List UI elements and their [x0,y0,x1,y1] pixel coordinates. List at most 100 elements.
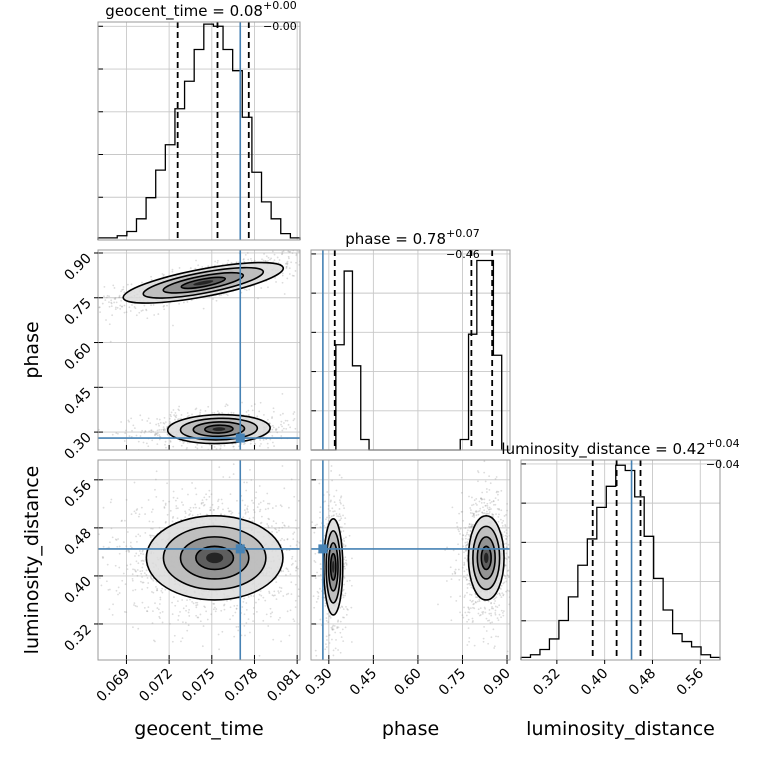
scatter-point [268,592,271,594]
scatter-point [292,618,295,621]
scatter-point [338,474,341,476]
scatter-point [274,594,276,597]
scatter-point [340,496,342,499]
scatter-point [115,589,118,592]
scatter-point [169,439,172,442]
scatter-point [85,569,87,571]
scatter-point [346,608,349,610]
scatter-point [186,412,189,414]
scatter-point [126,283,129,286]
scatter-point [315,555,317,557]
scatter-point [271,507,274,509]
scatter-point [505,580,508,583]
scatter-point [171,601,173,604]
scatter-point [234,611,237,614]
scatter-point [494,613,497,616]
scatter-point [98,306,101,309]
scatter-point [242,516,245,519]
scatter-point [505,513,507,516]
scatter-point [502,582,505,585]
scatter-point [195,614,198,617]
scatter-point [140,431,143,434]
scatter-point [466,531,469,534]
scatter-point [511,568,513,570]
scatter-point [213,602,216,605]
contour-2 [476,536,496,580]
scatter-point [187,611,190,614]
scatter-point [131,429,133,432]
scatter-point [141,601,144,604]
scatter-point [473,644,476,647]
scatter-point [311,521,314,524]
scatter-point [489,482,492,485]
histogram-luminosity_distance [520,464,721,660]
scatter-point [493,647,496,649]
scatter-point [466,541,469,543]
scatter-point [250,594,253,597]
scatter-point [189,267,192,269]
scatter-point [319,587,321,590]
scatter-point [492,516,494,518]
scatter-point [176,507,179,510]
scatter-point [324,500,327,503]
scatter-point [480,502,483,504]
scatter-point [293,274,295,277]
density-level-4 [332,560,335,573]
scatter-point [144,513,146,515]
scatter-point [205,493,207,496]
scatter-point [163,506,166,508]
xtick-label: 0.90 [481,666,514,699]
scatter-point [286,262,289,265]
scatter-point [117,538,119,540]
scatter-point [485,510,488,513]
scatter-point [217,412,220,415]
scatter-point [102,557,104,560]
scatter-point [134,555,136,557]
scatter-point [481,498,484,501]
scatter-point [235,261,238,264]
scatter-point [331,507,334,510]
scatter-point [472,513,475,515]
scatter-point [119,304,122,307]
scatter-point [497,520,500,523]
scatter-point [153,434,156,437]
scatter-point [232,445,235,448]
scatter-point [153,534,155,537]
scatter-point [498,593,501,595]
scatter-point [145,309,148,312]
scatter-point [243,260,246,263]
ytick-label: 0.75 [61,295,94,328]
scatter-point [122,288,125,291]
scatter-point [471,515,474,518]
scatter-point [345,559,348,562]
scatter-point [192,506,195,509]
scatter-point [187,452,189,454]
scatter-point [292,538,295,541]
scatter-point [454,572,457,574]
ytick-label: 0.30 [61,430,94,463]
scatter-point [104,299,107,302]
scatter-point [255,611,258,613]
scatter-point [211,412,214,414]
scatter-point [148,520,151,523]
scatter-point [339,502,342,505]
scatter-point [511,591,513,593]
scatter-point [203,605,206,608]
scatter-point [494,609,497,612]
scatter-point [155,423,158,426]
scatter-point [480,498,483,501]
scatter-point [507,556,510,559]
scatter-point [227,259,230,262]
scatter-point [54,321,56,323]
scatter-point [149,576,152,579]
scatter-point [195,606,198,609]
scatter-point [202,504,205,507]
scatter-point [464,576,467,579]
scatter-point [209,509,212,511]
grid-geocent_time [98,22,300,240]
scatter-point [150,431,153,433]
scatter-point [289,609,292,612]
scatter-point [285,265,288,268]
scatter-point [223,604,225,607]
